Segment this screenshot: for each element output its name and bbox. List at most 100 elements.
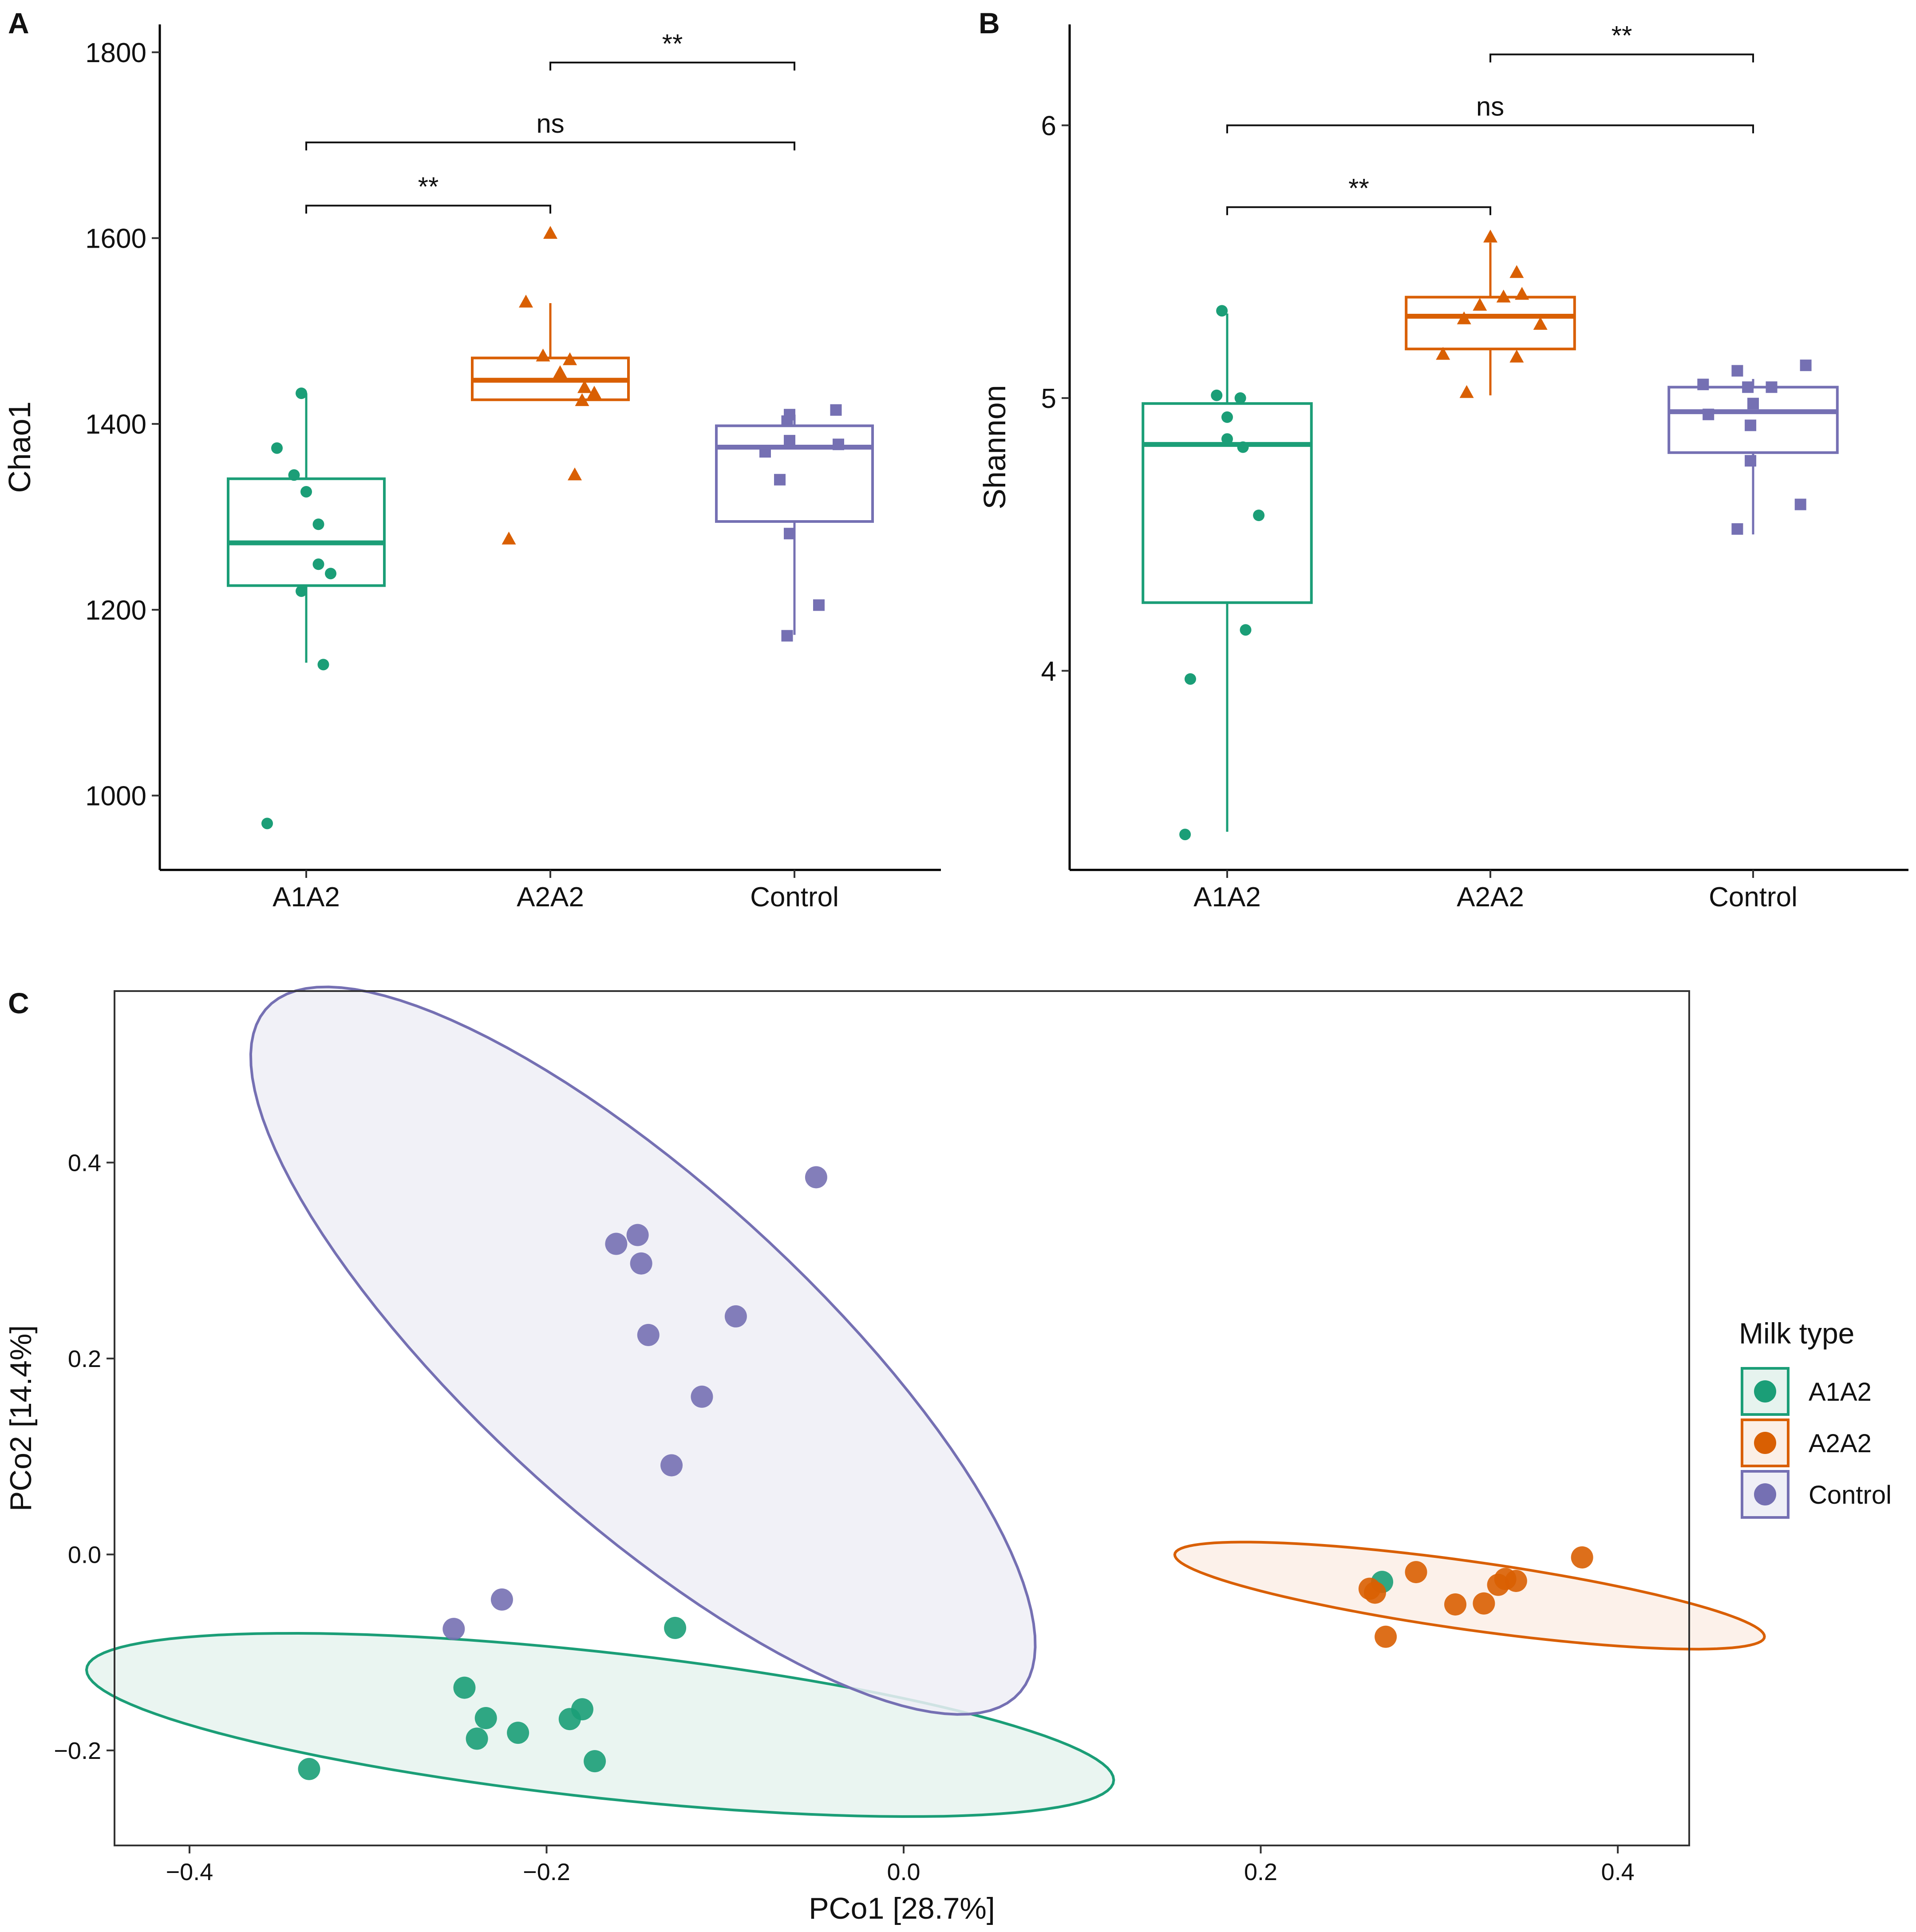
y-tick-label: 0.2	[68, 1346, 101, 1372]
plot-frame	[114, 990, 1690, 1846]
significance-label: **	[662, 29, 683, 59]
legend: Milk type A1A2 A2A2 Control	[1739, 1317, 1892, 1519]
significance-label: ns	[1476, 91, 1504, 121]
data-point	[1405, 1561, 1427, 1584]
data-point	[1496, 289, 1511, 303]
x-tick-label: A1A2	[273, 882, 340, 913]
x-tick-label: A1A2	[1193, 882, 1261, 913]
data-point	[1766, 381, 1778, 393]
y-tick-label: 1000	[85, 781, 146, 812]
data-point	[774, 474, 786, 486]
x-tick-label: Control	[750, 882, 839, 913]
legend-title: Milk type	[1739, 1317, 1854, 1350]
panel-label: B	[979, 7, 1000, 40]
data-point	[1211, 389, 1223, 401]
y-tick-label: 1800	[85, 38, 146, 68]
x-tick-label: Control	[1709, 882, 1797, 913]
significance-label: **	[1612, 21, 1632, 51]
y-axis-title: PCo2 [14.4%]	[4, 1325, 38, 1512]
data-point	[1221, 411, 1233, 423]
data-point	[325, 568, 336, 580]
data-point	[312, 518, 324, 530]
data-point	[507, 1722, 529, 1744]
confidence-ellipse	[1173, 1541, 1766, 1651]
data-point	[575, 393, 589, 406]
y-tick-label: 6	[1041, 111, 1056, 141]
data-point	[1515, 287, 1529, 300]
data-point	[813, 599, 825, 611]
y-tick-label: 1400	[85, 409, 146, 440]
x-tick-label: 0.4	[1601, 1859, 1635, 1885]
legend-swatch	[1754, 1432, 1776, 1454]
x-tick-label: 0.2	[1244, 1859, 1277, 1885]
data-point	[724, 1305, 747, 1328]
data-point	[553, 365, 567, 379]
significance-label: **	[1348, 174, 1369, 203]
x-tick-label: A2A2	[517, 882, 584, 913]
data-point	[577, 380, 592, 393]
y-tick-label: 5	[1041, 383, 1056, 414]
data-point	[830, 404, 842, 416]
data-point	[1240, 624, 1252, 636]
data-point	[563, 352, 577, 365]
data-point	[781, 630, 793, 642]
y-tick-label: 1600	[85, 223, 146, 254]
legend-label: Control	[1809, 1481, 1892, 1509]
data-point	[784, 435, 795, 446]
x-tick-label: −0.2	[523, 1859, 570, 1885]
data-point	[568, 467, 582, 481]
significance-label: ns	[536, 109, 564, 138]
data-point	[781, 415, 793, 427]
data-point	[312, 558, 324, 570]
significance-bracket	[1226, 206, 1491, 215]
data-point	[1571, 1546, 1593, 1569]
significance-bracket	[1226, 124, 1754, 134]
data-point	[271, 442, 283, 454]
y-axis-title: Shannon	[977, 385, 1012, 509]
data-point	[1364, 1581, 1387, 1604]
data-point	[1745, 419, 1757, 431]
confidence-ellipse	[249, 985, 1037, 1716]
x-axis-title: PCo1 [28.7%]	[809, 1892, 995, 1925]
data-point	[1509, 265, 1524, 278]
data-point	[630, 1252, 652, 1275]
data-point	[833, 439, 844, 450]
data-point	[1473, 1592, 1495, 1615]
legend-swatch	[1754, 1380, 1776, 1403]
panel-c-pcoa-scatter: C −0.4 −0.2 0.0 0.2 0.4 −0.2 0.0 0.2 0.4 PCo1 [28.…	[4, 985, 1766, 1925]
x-tick-label: A2A2	[1457, 882, 1524, 913]
data-point	[1234, 392, 1246, 404]
data-point	[1742, 381, 1754, 393]
y-tick-label: 1200	[85, 595, 146, 626]
significance-bracket	[305, 205, 551, 214]
data-point	[490, 1588, 513, 1611]
data-point	[1221, 433, 1233, 445]
box-iqr	[1405, 296, 1576, 351]
data-point	[759, 446, 771, 458]
legend-label: A1A2	[1809, 1378, 1872, 1407]
data-point	[1459, 385, 1474, 398]
significance-bracket	[305, 141, 795, 150]
panel-a-boxplot-chao1: A 1000 1200 1400 1600 1800 Chao1 A1A2 A2A2 Contro…	[2, 7, 941, 913]
data-point	[502, 531, 516, 545]
data-point	[1703, 408, 1715, 420]
data-point	[298, 1758, 320, 1780]
y-tick-label: 0.0	[68, 1541, 101, 1568]
data-point	[1237, 441, 1249, 453]
data-point	[784, 528, 795, 540]
data-point	[453, 1676, 476, 1699]
legend-swatch	[1754, 1483, 1776, 1505]
data-point	[1473, 297, 1487, 311]
y-tick-label: −0.2	[54, 1738, 101, 1764]
data-point	[1747, 398, 1759, 410]
data-point	[1745, 455, 1757, 467]
y-axis-title: Chao1	[2, 401, 37, 493]
data-point	[605, 1233, 628, 1255]
data-point	[300, 486, 312, 498]
data-point	[296, 387, 307, 399]
data-point	[1731, 365, 1743, 377]
y-tick-label: 4	[1041, 656, 1056, 687]
panel-b-boxplot-shannon: B 4 5 6 Shannon A1A2 A2A2 Control ** ns **	[977, 7, 1908, 913]
data-point	[466, 1727, 488, 1750]
